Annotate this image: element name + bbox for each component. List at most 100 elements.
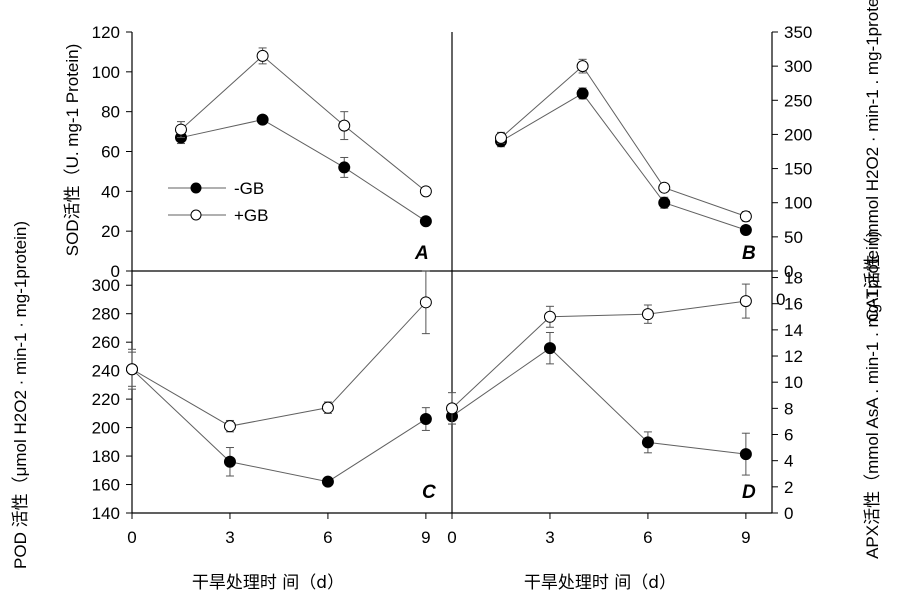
marker-b-minus-gb-2 [658,196,671,209]
marker-d-minus-gb-2 [641,436,654,449]
ytick-label-d-4: 4 [784,452,793,471]
ytick-label-a-100: 100 [92,63,120,82]
ytick-label-c-240: 240 [92,362,120,381]
ytick-label-b-300: 300 [784,57,812,76]
marker-a-plus-gb-0 [174,123,187,136]
xtick-label-c-6: 6 [323,528,332,547]
panel-letter-a: A [414,243,429,264]
ytick-label-b-150: 150 [784,160,812,179]
marker-d-plus-gb-1 [543,310,556,323]
ytick-label-c-160: 160 [92,476,120,495]
ytick-label-d-12: 12 [784,347,803,366]
ytick-label-d-0: 0 [784,504,793,523]
ytick-label-c-180: 180 [92,447,120,466]
ytick-label-d-14: 14 [784,321,803,340]
xtick-label-c-3: 3 [225,528,234,547]
xlabel-right: 干旱处理时 间（d） [524,573,676,593]
ytick-label-a-20: 20 [101,222,120,241]
xtick-label-c-0: 0 [127,528,136,547]
legend-label-plus-gb: +GB [234,206,269,225]
svg-text:POD 活性（μmol H2O2 · min-1 · mg-: POD 活性（μmol H2O2 · min-1 · mg-1protein) [11,221,30,569]
xtick-label-d-6: 6 [643,528,652,547]
marker-d-plus-gb-3 [739,295,752,308]
ytick-label-a-120: 120 [92,23,120,42]
series-line-d-minus-gb [451,347,746,455]
marker-c-minus-gb-3 [419,413,432,426]
series-line-a-minus-gb [180,119,427,222]
ytick-label-c-200: 200 [92,419,120,438]
ylabel-sod: SOD活性（U. mg-1 Protein) [63,44,82,257]
ytick-label-d-10: 10 [784,373,803,392]
tick-label-extra-d: 0 [776,290,785,309]
marker-b-minus-gb-3 [739,224,752,237]
panel-letter-d: D [742,482,756,503]
panel-letter-b: B [742,243,756,264]
ytick-label-d-6: 6 [784,426,793,445]
tick-labels: 0204060801001200501001502002503003501401… [92,23,813,547]
ytick-label-c-280: 280 [92,305,120,324]
legend: -GB +GB [168,179,269,225]
ytick-label-a-80: 80 [101,103,120,122]
ylabel-pod: POD 活性（μmol H2O2 · min-1 · mg-1protein) [11,221,30,569]
ytick-label-d-8: 8 [784,399,793,418]
tick-marks [126,31,778,519]
series-line-a-plus-gb [180,55,427,192]
marker-a-minus-gb-1 [256,113,269,126]
series-line-c-plus-gb [131,301,427,427]
ytick-label-a-0: 0 [111,262,120,281]
marker-d-plus-gb-2 [641,308,654,321]
svg-text:CAT活性（mmol H2O2 · min-1 . mg-1: CAT活性（mmol H2O2 · min-1 . mg-1protein) [863,0,882,321]
ytick-label-c-300: 300 [92,276,120,295]
marker-b-plus-gb-1 [576,60,589,73]
marker-c-plus-gb-1 [223,420,236,433]
series-line-b-minus-gb [500,92,747,231]
legend-marker-plus-gb [190,209,202,221]
marker-b-plus-gb-0 [494,131,507,144]
ytick-label-a-60: 60 [101,143,120,162]
series-layer [126,47,752,488]
marker-c-plus-gb-0 [126,363,138,376]
ylabel-cat: CAT活性（mmol H2O2 · min-1 . mg-1protein) [863,0,882,321]
xtick-label-d-0: 0 [447,528,456,547]
svg-text:SOD活性（U. mg-1 Protein): SOD活性（U. mg-1 Protein) [63,44,82,257]
ytick-label-c-260: 260 [92,333,120,352]
marker-c-plus-gb-2 [321,401,334,414]
ytick-label-d-2: 2 [784,478,793,497]
marker-a-plus-gb-2 [338,119,351,132]
xtick-label-d-3: 3 [545,528,554,547]
panel-frame [131,32,773,514]
ytick-label-c-220: 220 [92,390,120,409]
ytick-label-b-0: 0 [784,262,793,281]
marker-b-plus-gb-3 [739,210,752,223]
marker-d-plus-gb-0 [446,402,458,415]
marker-c-minus-gb-2 [321,475,334,488]
xtick-label-d-9: 9 [741,528,750,547]
ytick-label-d-18: 18 [784,269,803,288]
legend-label-minus-gb: -GB [234,179,264,198]
marker-b-minus-gb-1 [576,87,589,100]
series-line-c-minus-gb [131,368,427,483]
marker-c-minus-gb-1 [223,455,236,468]
legend-marker-minus-gb [190,182,202,194]
marker-b-plus-gb-2 [658,181,671,194]
marker-c-plus-gb-3 [419,296,432,309]
series-line-d-plus-gb [451,300,746,409]
marker-d-minus-gb-3 [739,448,752,461]
marker-a-plus-gb-3 [419,185,432,198]
ytick-label-b-100: 100 [784,194,812,213]
ytick-label-b-200: 200 [784,125,812,144]
ytick-label-b-350: 350 [784,23,812,42]
ytick-label-b-50: 50 [784,228,803,247]
marker-d-minus-gb-1 [543,342,556,355]
ytick-label-a-40: 40 [101,182,120,201]
xlabel-left: 干旱处理时 间（d） [192,573,344,593]
ytick-label-c-140: 140 [92,504,120,523]
xtick-label-c-9: 9 [421,528,430,547]
ytick-label-d-16: 16 [784,295,803,314]
svg-text:APX活性（mmol AsA . min-1 . mg-1p: APX活性（mmol AsA . min-1 . mg-1protein) [863,231,882,559]
series-line-b-plus-gb [500,65,747,217]
marker-a-minus-gb-3 [419,215,432,228]
ylabel-apx: APX活性（mmol AsA . min-1 . mg-1protein) [863,231,882,559]
ytick-label-b-250: 250 [784,91,812,110]
